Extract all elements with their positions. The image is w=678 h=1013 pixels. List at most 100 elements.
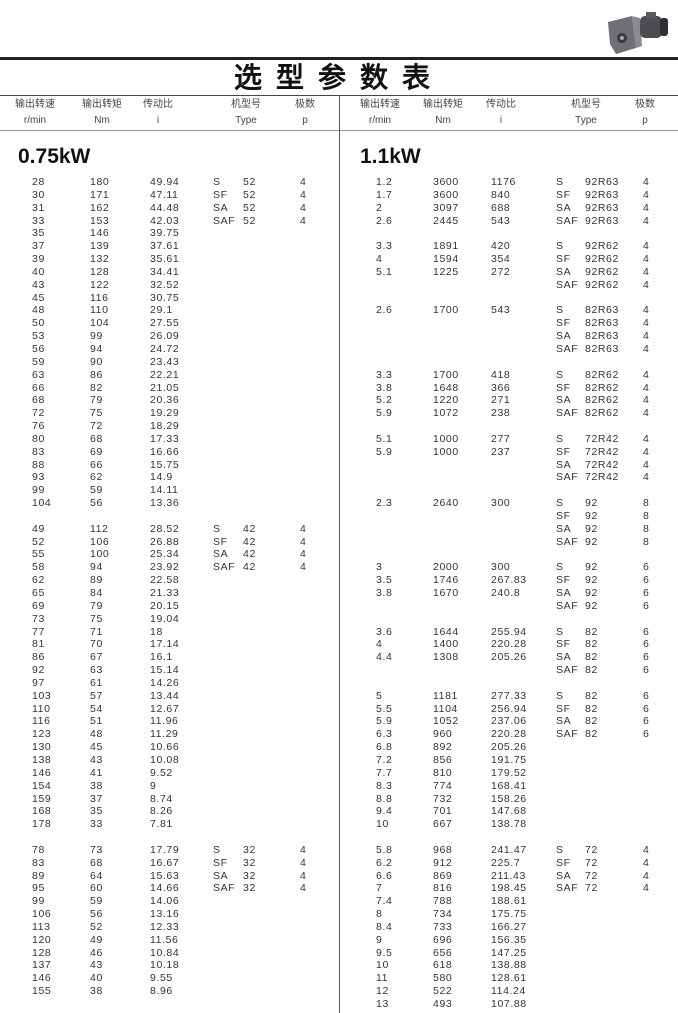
- table-row: 2.6 2445 543 SAF 92R63 4: [339, 215, 678, 228]
- torque-cell: 49: [90, 933, 103, 946]
- table-row: 5 1181 277.33 S 82 6: [339, 690, 678, 703]
- poles-cell: 6: [643, 638, 650, 651]
- torque-cell: 41: [90, 766, 103, 779]
- table-row: 4.4 1308 205.26 SA 82 6: [339, 651, 678, 664]
- type-cell: S: [556, 368, 564, 381]
- table-row: SA 82R63 4: [339, 330, 678, 343]
- poles-cell: 4: [643, 407, 650, 420]
- speed-cell: 178: [32, 818, 52, 831]
- table-row: 6.6 869 211.43 SA 72 4: [339, 870, 678, 883]
- table-row: 83 68 16.67 SF 32 4: [0, 857, 339, 870]
- torque-cell: 90: [90, 355, 103, 368]
- model-cell: 42: [243, 535, 256, 548]
- model-cell: 42: [243, 548, 256, 561]
- model-cell: 72R42: [585, 445, 619, 458]
- type-cell: SAF: [556, 882, 579, 895]
- table-row: 138 43 10.08: [0, 754, 339, 767]
- torque-cell: 43: [90, 959, 103, 972]
- torque-cell: 68: [90, 856, 103, 869]
- torque-cell: 1648: [433, 381, 459, 394]
- ratio-cell: 30.75: [150, 291, 180, 304]
- type-cell: SA: [556, 715, 572, 728]
- table-row: 113 52 12.33: [0, 921, 339, 934]
- torque-cell: 43: [90, 753, 103, 766]
- speed-cell: 49: [32, 522, 45, 535]
- ratio-cell: 44.48: [150, 201, 180, 214]
- poles-cell: 4: [643, 882, 650, 895]
- model-cell: 72: [585, 869, 598, 882]
- table-row: 8.8 732 158.26: [339, 793, 678, 806]
- column-header-type: 机型号 Type: [216, 97, 276, 129]
- poles-cell: 4: [300, 561, 307, 574]
- poles-cell: 6: [643, 625, 650, 638]
- model-cell: 92: [585, 535, 598, 548]
- ratio-cell: 158.26: [491, 792, 527, 805]
- type-cell: SF: [556, 445, 571, 458]
- ratio-cell: 10.66: [150, 741, 180, 754]
- speed-cell: 3.8: [376, 587, 393, 599]
- ratio-cell: 840: [491, 188, 511, 201]
- torque-cell: 788: [433, 895, 453, 908]
- table-row: 81 70 17.14: [0, 638, 339, 651]
- table-row: 3.8 1670 240.8 SA 92 6: [339, 587, 678, 600]
- model-cell: 52: [243, 188, 256, 201]
- poles-cell: 4: [643, 843, 650, 856]
- power-heading: 1.1kW: [360, 145, 421, 168]
- torque-cell: 856: [433, 753, 453, 766]
- speed-cell: 66: [32, 381, 45, 394]
- type-cell: SAF: [556, 342, 579, 355]
- type-cell: SAF: [213, 561, 236, 574]
- torque-cell: 60: [90, 882, 103, 895]
- speed-cell: 116: [32, 715, 51, 728]
- model-cell: 32: [243, 843, 256, 856]
- speed-cell: 33: [32, 214, 45, 227]
- speed-cell: 7.2: [376, 753, 393, 766]
- poles-cell: 4: [643, 458, 650, 471]
- model-cell: 92: [585, 509, 598, 522]
- speed-cell: 6.3: [376, 728, 393, 741]
- type-cell: SAF: [556, 664, 579, 677]
- ratio-cell: 14.9: [150, 471, 173, 484]
- table-row: 83 69 16.66: [0, 446, 339, 459]
- table-row: 45 116 30.75: [0, 292, 339, 305]
- speed-cell: 137: [32, 959, 52, 972]
- speed-cell: 13: [376, 998, 389, 1010]
- model-cell: 92: [585, 574, 598, 587]
- torque-cell: 99: [90, 330, 103, 343]
- table-row: 52 106 26.88 SF 42 4: [0, 536, 339, 549]
- table-row: 33 153 42.03 SAF 52 4: [0, 215, 339, 228]
- poles-cell: 4: [300, 535, 307, 548]
- torque-cell: 1225: [433, 265, 459, 278]
- model-cell: 82: [585, 625, 598, 638]
- torque-cell: 66: [90, 458, 103, 471]
- ratio-cell: 11.56: [150, 933, 179, 946]
- poles-cell: 4: [643, 394, 650, 407]
- model-cell: 92R62: [585, 265, 619, 278]
- poles-cell: 4: [643, 368, 650, 381]
- torque-cell: 1891: [433, 240, 459, 253]
- column-header-label: 传动比: [486, 99, 516, 110]
- table-row: 104 56 13.36: [0, 497, 339, 510]
- torque-cell: 82: [90, 381, 103, 394]
- speed-cell: 6.6: [376, 869, 393, 882]
- speed-cell: 120: [32, 933, 52, 946]
- torque-cell: 960: [433, 728, 453, 741]
- table-row: 31 162 44.48 SA 52 4: [0, 202, 339, 215]
- type-cell: S: [556, 843, 564, 856]
- ratio-cell: 20.36: [150, 394, 180, 407]
- torque-cell: 180: [90, 176, 110, 188]
- torque-cell: 56: [90, 908, 103, 921]
- ratio-cell: 37.61: [150, 240, 180, 253]
- speed-cell: 3.8: [376, 381, 393, 394]
- type-cell: SA: [556, 651, 572, 664]
- speed-cell: 11: [376, 972, 389, 985]
- type-cell: SAF: [556, 535, 579, 548]
- ratio-cell: 14.11: [150, 484, 179, 497]
- table-row: 9 696 156.35: [339, 934, 678, 947]
- table-row: 2 3097 688 SA 92R63 4: [339, 202, 678, 215]
- model-cell: 42: [243, 561, 256, 574]
- table-row: SAF 92 6: [339, 600, 678, 613]
- ratio-cell: 18.29: [150, 420, 180, 433]
- speed-cell: 62: [32, 574, 45, 587]
- table-row: 1.7 3600 840 SF 92R63 4: [339, 189, 678, 202]
